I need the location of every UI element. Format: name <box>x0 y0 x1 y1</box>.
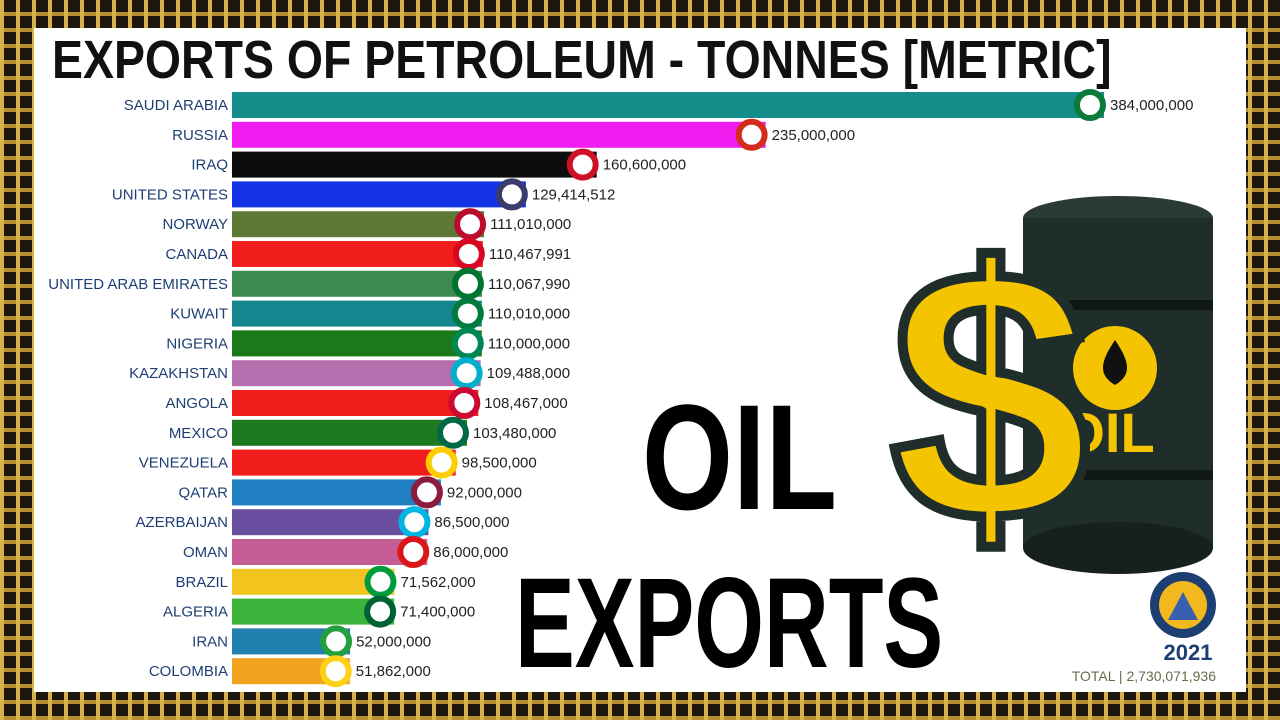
bar <box>232 241 483 267</box>
country-flag-icon <box>436 416 469 449</box>
overlay-word-exports: EXPORTS <box>515 552 944 695</box>
value-label: 110,010,000 <box>488 306 570 323</box>
value-label: 160,600,000 <box>603 157 686 174</box>
value-label: 52,000,000 <box>356 633 431 650</box>
country-flag-icon <box>451 297 484 330</box>
category-label: NORWAY <box>162 216 228 233</box>
barrel-oil-text: OIL <box>1061 401 1154 464</box>
bar <box>232 539 428 565</box>
value-label: 109,488,000 <box>487 365 570 382</box>
value-label: 51,862,000 <box>356 663 431 680</box>
bar <box>232 151 597 178</box>
barrel-ring <box>1023 300 1213 310</box>
bar <box>232 449 456 476</box>
country-flag-icon <box>451 267 484 300</box>
category-label: UNITED STATES <box>112 186 228 203</box>
bar <box>232 92 1104 118</box>
category-label: VENEZUELA <box>139 455 228 472</box>
category-label: KUWAIT <box>170 306 228 323</box>
value-label: 71,400,000 <box>400 604 475 621</box>
chart-title: EXPORTS OF PETROLEUM - TONNES [METRIC] <box>52 30 1112 90</box>
bar <box>232 181 526 208</box>
country-flag-icon <box>320 625 353 658</box>
value-label: 86,000,000 <box>433 544 508 561</box>
category-label: ALGERIA <box>163 604 228 621</box>
category-label: ANGOLA <box>165 395 228 412</box>
oil-barrel-illustration: OIL $ <box>885 190 1213 602</box>
country-flag-icon <box>1074 89 1106 121</box>
country-flag-icon <box>364 565 397 598</box>
bar <box>232 270 482 297</box>
cityglobetour-logo <box>1150 572 1216 638</box>
country-flag-icon <box>735 118 768 151</box>
category-label: QATAR <box>179 484 229 501</box>
dollar-sign-icon: $ <box>890 195 1090 597</box>
bar <box>232 509 429 536</box>
category-label: AZERBAIJAN <box>135 514 228 531</box>
bar <box>232 121 766 148</box>
value-label: 129,414,512 <box>532 186 615 203</box>
country-flag-icon <box>451 327 484 360</box>
value-label: 110,067,990 <box>488 276 570 293</box>
value-label: 92,000,000 <box>447 484 522 501</box>
country-flag-icon <box>448 387 481 419</box>
category-label: OMAN <box>183 544 228 561</box>
category-label: UNITED ARAB EMIRATES <box>48 276 228 293</box>
category-label: IRAQ <box>191 157 228 174</box>
value-label: 384,000,000 <box>1110 97 1193 114</box>
category-label: RUSSIA <box>172 127 228 144</box>
overlay-word-oil: OIL <box>642 373 837 541</box>
value-label: 108,467,000 <box>484 395 567 412</box>
value-label: 110,000,000 <box>488 335 570 352</box>
country-flag-icon <box>450 357 483 390</box>
country-flag-icon <box>425 446 458 479</box>
country-flag-icon <box>410 476 443 509</box>
country-flag-icon <box>495 178 528 211</box>
category-label: SAUDI ARABIA <box>124 97 228 114</box>
value-label: 86,500,000 <box>434 514 509 531</box>
category-label: MEXICO <box>169 425 228 442</box>
bar <box>232 330 482 357</box>
value-label: 235,000,000 <box>772 127 855 144</box>
bar <box>232 360 481 387</box>
country-flag-icon <box>452 238 485 270</box>
value-label: 98,500,000 <box>462 455 537 472</box>
value-label: 71,562,000 <box>401 574 476 591</box>
bar <box>232 479 441 506</box>
value-label: 111,010,000 <box>490 216 571 233</box>
category-label: CANADA <box>165 246 228 263</box>
category-label: KAZAKHSTAN <box>129 365 228 382</box>
barrel-bottom <box>1023 522 1213 574</box>
bar <box>232 211 485 238</box>
category-label: IRAN <box>192 633 228 650</box>
bar <box>232 390 479 416</box>
value-label: 103,480,000 <box>473 425 556 442</box>
country-flag-icon <box>454 208 487 241</box>
year-label: 2021 <box>1163 640 1213 665</box>
value-label: 110,467,991 <box>489 246 571 263</box>
category-label: BRAZIL <box>175 574 228 591</box>
barrel-ring <box>1023 470 1213 480</box>
country-flag-icon <box>397 536 430 568</box>
category-label: COLOMBIA <box>149 663 228 680</box>
bar <box>232 419 467 446</box>
oil-drop-icon <box>1102 340 1128 385</box>
total-label: TOTAL | 2,730,071,936 <box>1071 668 1216 684</box>
category-label: NIGERIA <box>166 335 228 352</box>
country-flag-icon <box>319 655 352 688</box>
country-flag-icon <box>398 506 431 539</box>
country-flag-icon <box>364 595 397 628</box>
country-flag-icon <box>566 148 599 181</box>
bars-layer: SAUDI ARABIA 384,000,000 RUSSIA 235,000,000… <box>48 89 1193 688</box>
bar <box>232 300 482 327</box>
